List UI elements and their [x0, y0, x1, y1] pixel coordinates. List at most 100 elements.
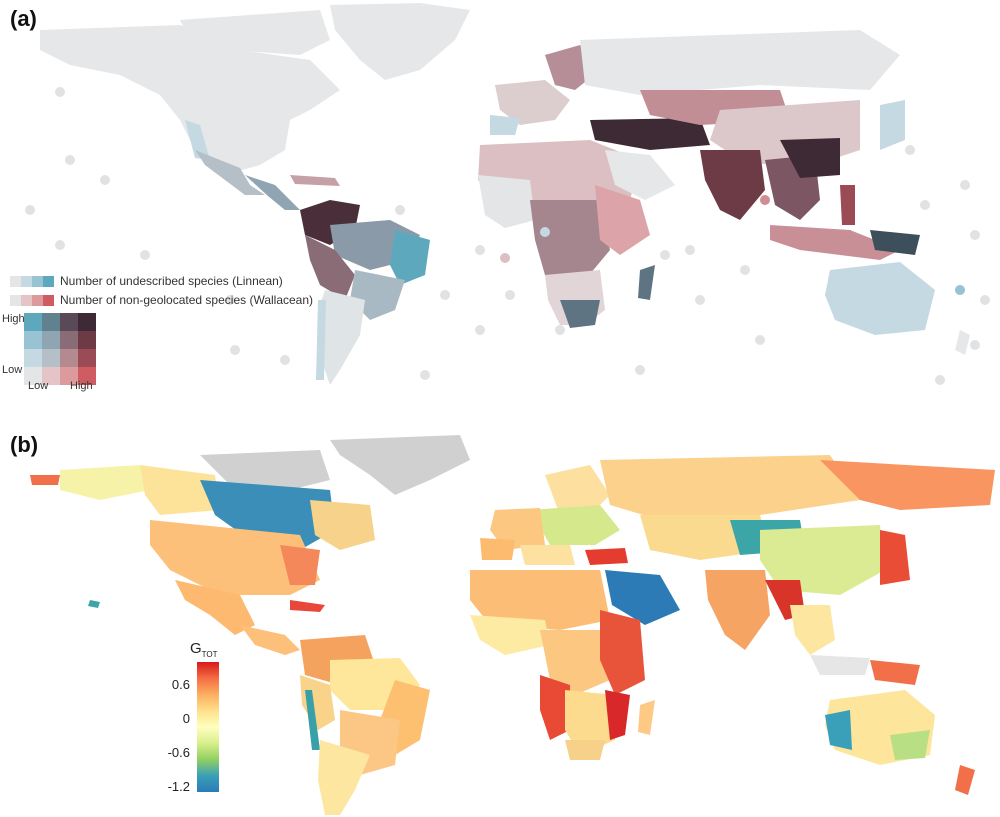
- central-america: [240, 625, 300, 655]
- usa-west: [185, 120, 210, 160]
- wallacean-swatch: [10, 295, 21, 306]
- linnean-swatch: [21, 276, 32, 287]
- south-africa: [560, 300, 600, 328]
- russia: [580, 30, 900, 95]
- india: [705, 570, 770, 650]
- bivariate-cell: [60, 331, 78, 349]
- iberia: [480, 538, 515, 560]
- legend-y-high: High: [2, 313, 25, 325]
- legend-y-low: Low: [2, 364, 23, 376]
- colorbar-title: GTOT: [190, 640, 218, 659]
- australia: [825, 262, 935, 335]
- east-africa: [600, 610, 645, 695]
- india: [700, 150, 765, 220]
- usa-east: [280, 545, 320, 585]
- bivariate-cell: [78, 331, 96, 349]
- mexico: [195, 150, 265, 195]
- colorbar-tick-0: 0.6: [171, 677, 190, 692]
- chile: [316, 300, 326, 380]
- central-america: [245, 175, 300, 210]
- canada-central: [200, 480, 335, 550]
- wallacean-swatch: [43, 295, 54, 306]
- wallacean-swatch: [21, 295, 32, 306]
- iberia: [490, 115, 520, 135]
- island-dots: [25, 87, 990, 385]
- madagascar: [638, 700, 655, 735]
- colorbar-tick-1: 0: [182, 711, 190, 726]
- legend-x-high: High: [70, 380, 93, 392]
- canada-east: [310, 500, 375, 550]
- argentina: [318, 740, 370, 815]
- central-africa: [530, 200, 610, 280]
- bivariate-cell: [24, 367, 42, 385]
- arabia: [605, 150, 675, 200]
- bivariate-cell: [60, 349, 78, 367]
- new-guinea: [870, 660, 920, 685]
- gtot-colorbar: [197, 662, 219, 792]
- sahara: [470, 570, 610, 630]
- southern-africa: [565, 690, 615, 755]
- alaska: [60, 465, 150, 500]
- southern-africa-west: [540, 675, 570, 740]
- mediterranean-europe: [520, 545, 575, 565]
- bivariate-cell: [42, 349, 60, 367]
- mozambique: [605, 690, 630, 740]
- island-dots-colored: [500, 195, 965, 295]
- mexico: [175, 580, 255, 635]
- australia-southeast: [890, 730, 930, 760]
- turkey-iran: [590, 118, 710, 150]
- china: [760, 525, 885, 595]
- arctic-islands: [200, 450, 330, 490]
- bivariate-cell: [24, 313, 42, 331]
- linnean-swatch: [43, 276, 54, 287]
- linnean-swatch: [10, 276, 21, 287]
- russia: [600, 455, 860, 520]
- bivariate-cell: [24, 349, 42, 367]
- bivariate-legend-grid: [24, 313, 96, 385]
- maritime-asia: [810, 655, 870, 675]
- western-europe: [495, 80, 570, 125]
- bivariate-cell: [42, 313, 60, 331]
- linnean-swatch: [32, 276, 43, 287]
- new-guinea: [870, 230, 920, 255]
- europe-north: [530, 505, 620, 545]
- north-america: [40, 25, 340, 172]
- indochina: [790, 605, 835, 655]
- cuba: [290, 600, 325, 612]
- brazil-east: [390, 230, 430, 285]
- legend-x-low: Low: [28, 380, 49, 392]
- new-zealand: [955, 330, 970, 355]
- linnean-swatches: [10, 276, 54, 287]
- arabia: [605, 570, 680, 625]
- turkey: [585, 548, 628, 565]
- wallacean-swatches: [10, 295, 54, 306]
- peru-bolivia: [305, 235, 355, 300]
- japan: [880, 100, 905, 150]
- new-zealand: [955, 765, 975, 795]
- east-africa: [595, 185, 650, 255]
- canada-west: [140, 465, 220, 515]
- bivariate-cell: [60, 367, 78, 385]
- colorbar-tick-3: -1.2: [167, 779, 190, 794]
- west-africa: [470, 615, 550, 655]
- caribbean: [290, 175, 340, 186]
- bivariate-species-map: [25, 3, 990, 385]
- bivariate-cell: [78, 349, 96, 367]
- bivariate-cell: [60, 313, 78, 331]
- panel-b-label: (b): [10, 432, 39, 457]
- philippines: [840, 185, 855, 225]
- greenland: [330, 3, 470, 80]
- colorbar-tick-2: -0.6: [167, 745, 190, 760]
- bivariate-cell: [24, 331, 42, 349]
- bivariate-cell: [42, 367, 60, 385]
- bivariate-cell: [78, 313, 96, 331]
- gtot-choropleth-map: [30, 435, 995, 815]
- panel-a-label: (a): [10, 6, 37, 31]
- andes-coast: [305, 690, 320, 750]
- south-africa: [565, 740, 605, 760]
- korea-japan: [880, 530, 910, 585]
- madagascar: [638, 265, 655, 300]
- bivariate-cell: [78, 367, 96, 385]
- peru: [300, 675, 335, 730]
- indonesia: [770, 225, 900, 260]
